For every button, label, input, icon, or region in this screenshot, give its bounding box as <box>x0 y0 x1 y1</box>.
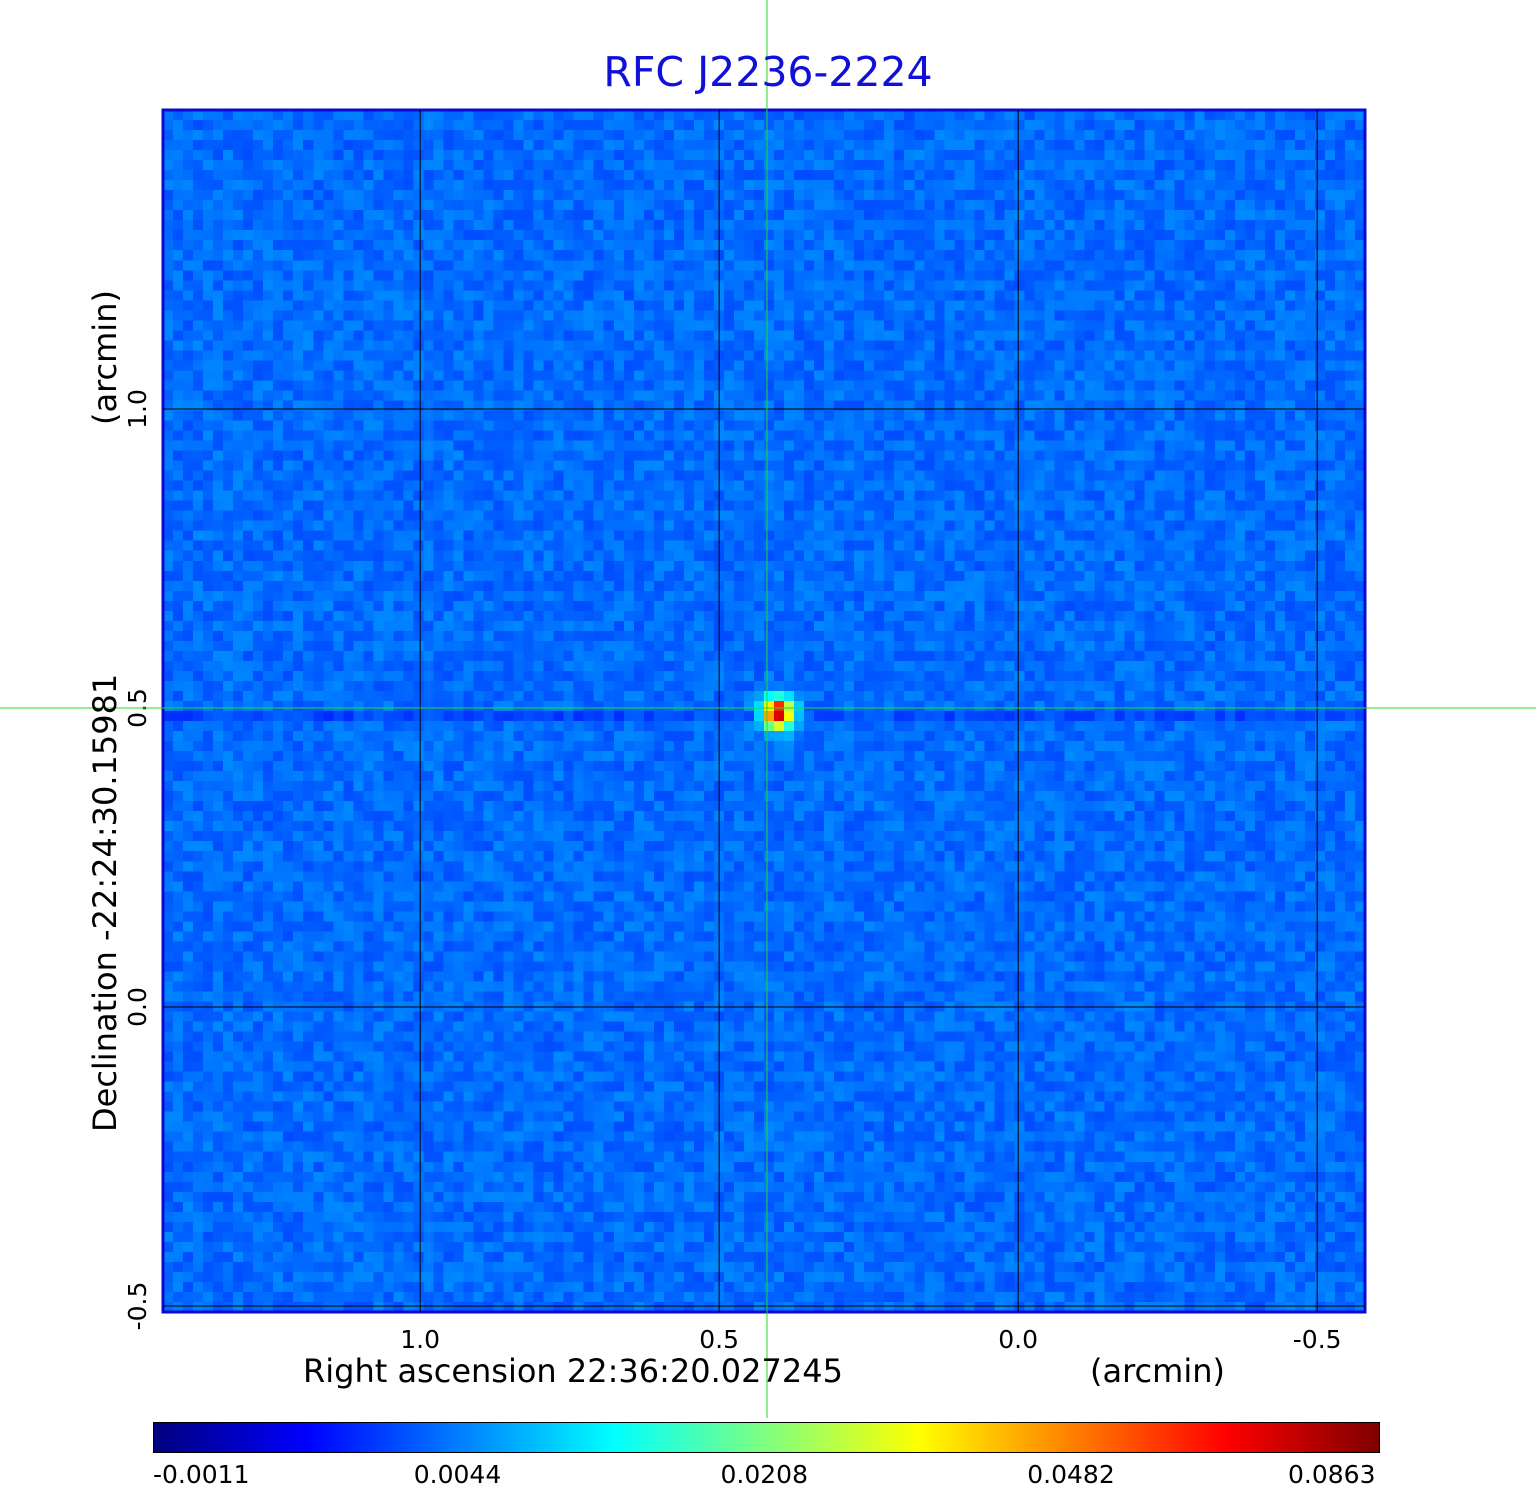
chart-title: RFC J2236-2224 <box>603 48 933 96</box>
x-tick-label: 0.5 <box>699 1325 739 1354</box>
y-tick-labels: 1.00.50.0-0.5 <box>123 389 152 1330</box>
colorbar-tick-label: 0.0863 <box>1288 1460 1376 1489</box>
plot-area[interactable] <box>163 110 1365 1312</box>
x-tick-label: 1.0 <box>400 1325 440 1354</box>
grid-lines <box>163 110 1365 1312</box>
y-axis-label: Declination -22:24:30.15981 <box>86 674 124 1132</box>
x-tick-label: -0.5 <box>1293 1325 1342 1354</box>
x-tick-labels: 1.0 0.5 0.0 -0.5 <box>400 1325 1341 1354</box>
colorbar-tick-label: -0.0011 <box>153 1460 250 1489</box>
crosshair <box>0 0 1536 1418</box>
y-tick-label: 1.0 <box>123 389 152 429</box>
plot-frame <box>161 108 1367 1314</box>
x-tick-label: 0.0 <box>998 1325 1038 1354</box>
colorbar <box>153 1422 1380 1453</box>
x-axis-label: Right ascension 22:36:20.027245 <box>303 1352 843 1390</box>
y-axis-unit: (arcmin) <box>86 290 124 425</box>
colorbar-tick-label: 0.0208 <box>720 1460 808 1489</box>
y-tick-label: 0.0 <box>123 987 152 1027</box>
y-tick-label: -0.5 <box>123 1282 152 1331</box>
heatmap-image <box>163 110 1365 1312</box>
colorbar-tick-label: 0.0044 <box>413 1460 502 1489</box>
x-axis-unit: (arcmin) <box>1090 1352 1225 1390</box>
colorbar-tick-label: 0.0482 <box>1027 1460 1115 1489</box>
